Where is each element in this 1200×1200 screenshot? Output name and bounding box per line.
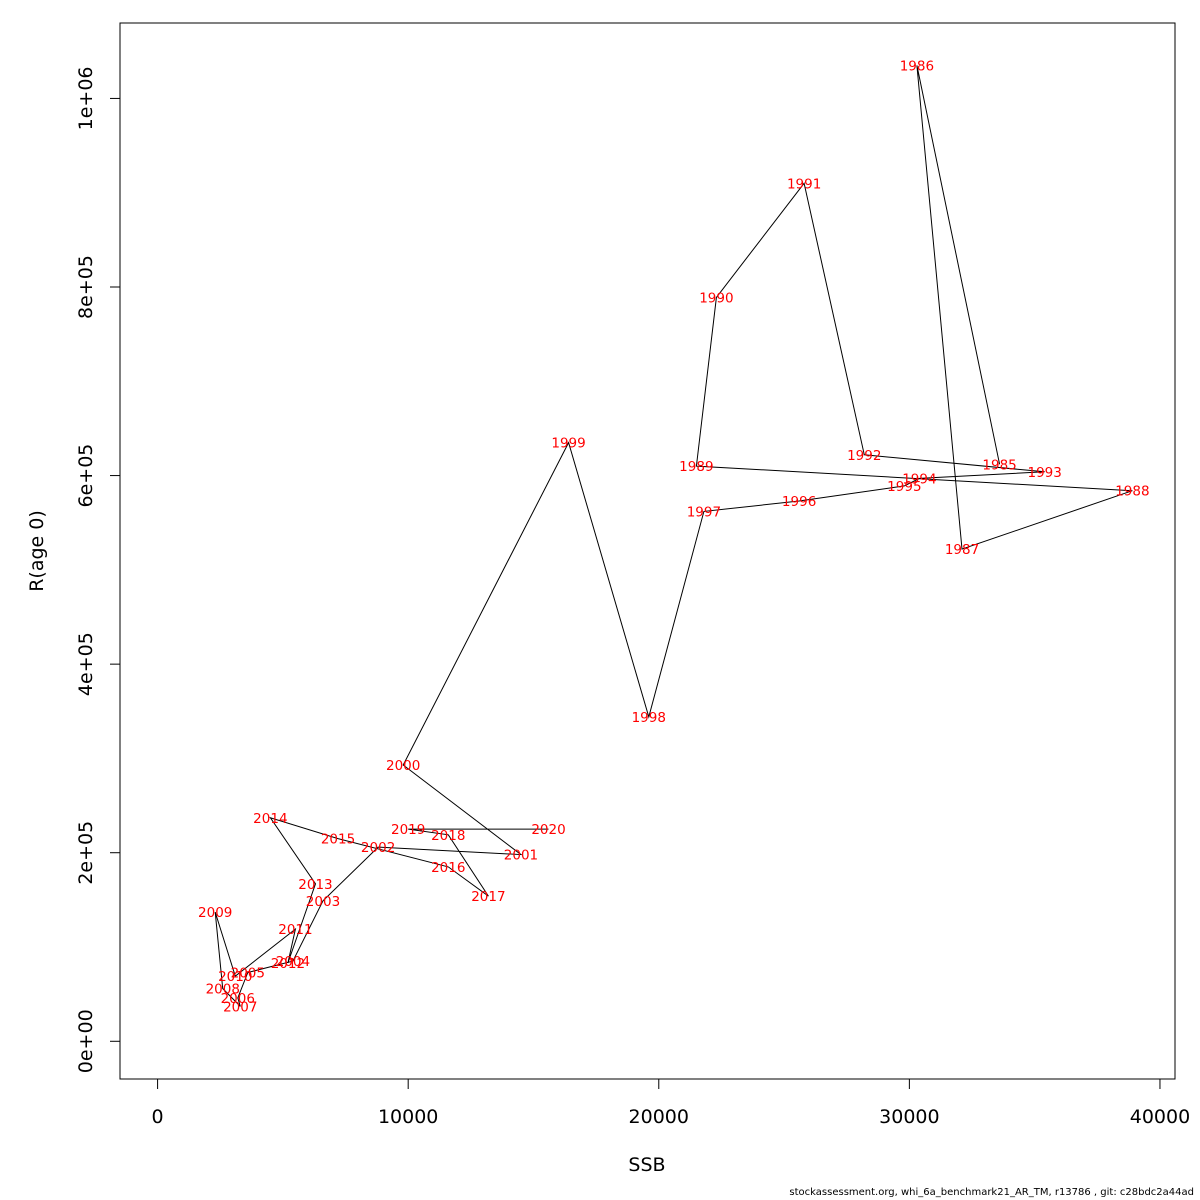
x-tick-label: 10000 — [378, 1106, 438, 1128]
y-tick-label: 4e+05 — [75, 632, 97, 696]
x-axis: 0 10000 20000 30000 40000 — [152, 1078, 1190, 1128]
plot-frame — [119, 22, 1176, 1080]
point-label-1995: 1995 — [887, 479, 921, 495]
point-label-2000: 2000 — [386, 758, 420, 774]
point-label-2011: 2011 — [278, 922, 312, 938]
point-label-2013: 2013 — [298, 877, 332, 893]
point-label-1993: 1993 — [1028, 465, 1062, 481]
point-label-1996: 1996 — [782, 494, 816, 510]
x-tick-label: 40000 — [1130, 1106, 1190, 1128]
y-tick-label: 1e+06 — [75, 66, 97, 130]
point-label-2017: 2017 — [471, 889, 505, 905]
point-labels: 1985 1986 1987 1988 1989 1990 1991 1992 1993 1994… — [198, 58, 1150, 1015]
y-axis: 0e+00 2e+05 4e+05 6e+05 8e+05 1e+06 — [75, 66, 121, 1073]
y-tick-label: 0e+00 — [75, 1009, 97, 1073]
point-label-2019: 2019 — [391, 822, 425, 838]
point-label-1990: 1990 — [699, 290, 733, 306]
point-label-2007: 2007 — [223, 999, 257, 1015]
footer-caption: stockassessment.org, whi_6a_benchmark21_… — [789, 1187, 1194, 1198]
point-label-1999: 1999 — [551, 436, 585, 452]
point-label-2003: 2003 — [306, 894, 340, 910]
point-label-2016: 2016 — [431, 860, 465, 876]
x-tick-label: 20000 — [629, 1106, 689, 1128]
point-label-2014: 2014 — [253, 811, 287, 827]
point-label-1997: 1997 — [687, 504, 721, 520]
point-label-1991: 1991 — [787, 176, 821, 192]
x-axis-label: SSB — [628, 1154, 665, 1176]
point-label-1986: 1986 — [900, 58, 934, 74]
y-tick-label: 2e+05 — [75, 821, 97, 885]
y-tick-label: 6e+05 — [75, 444, 97, 508]
point-label-2015: 2015 — [321, 832, 355, 848]
point-label-1998: 1998 — [632, 710, 666, 726]
point-label-2005: 2005 — [231, 965, 265, 981]
point-label-2004: 2004 — [276, 954, 310, 970]
point-label-1988: 1988 — [1115, 484, 1149, 500]
point-label-1987: 1987 — [945, 542, 979, 558]
point-label-2009: 2009 — [198, 905, 232, 921]
point-label-2010: 2010 — [218, 969, 252, 985]
x-tick-label: 30000 — [879, 1106, 939, 1128]
x-tick-label: 0 — [152, 1106, 164, 1128]
point-label-2002: 2002 — [361, 840, 395, 856]
point-label-2008: 2008 — [206, 981, 240, 997]
series-line — [214, 65, 1133, 1007]
point-label-1992: 1992 — [847, 448, 881, 464]
y-axis-label: R(age 0) — [26, 510, 48, 592]
y-tick-label: 8e+05 — [75, 255, 97, 319]
point-label-2006: 2006 — [221, 991, 255, 1007]
point-label-2001: 2001 — [504, 848, 538, 864]
point-label-2020: 2020 — [531, 822, 565, 838]
point-label-1989: 1989 — [679, 459, 713, 475]
point-label-1994: 1994 — [902, 471, 936, 487]
point-label-1985: 1985 — [982, 457, 1016, 473]
point-label-2018: 2018 — [431, 828, 465, 844]
point-label-2012: 2012 — [271, 956, 305, 972]
